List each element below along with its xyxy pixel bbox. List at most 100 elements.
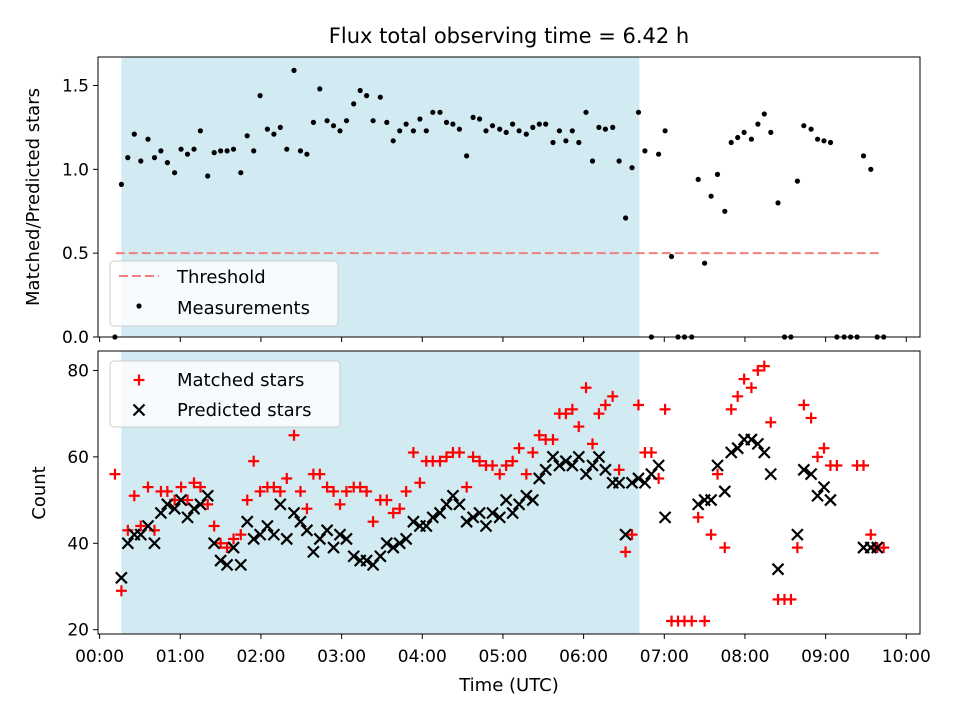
measurement-point: [377, 94, 383, 100]
matched-star-point: [738, 373, 750, 385]
predicted-star-point: [386, 541, 400, 554]
predicted-star-point: [307, 545, 320, 559]
matched-star-point: [527, 447, 539, 459]
predicted-star-point: [520, 489, 533, 503]
matched-star-point: [732, 390, 744, 402]
measurement-point: [576, 139, 582, 146]
predicted-star-point: [526, 493, 540, 507]
measurement-point: [543, 121, 549, 127]
x-tick-label: 01:00: [156, 647, 205, 667]
matched-star-point: [712, 468, 724, 480]
measurement-point: [230, 146, 237, 152]
matched-star-point: [440, 451, 452, 463]
matched-star-point: [407, 447, 419, 459]
predicted-star-point: [579, 467, 593, 481]
predicted-star-point: [652, 459, 665, 472]
predicted-star-point: [121, 536, 135, 550]
matched-star-point: [128, 490, 140, 502]
x-tick-label: 04:00: [398, 647, 447, 667]
predicted-star-point: [479, 519, 493, 533]
measurement-point: [497, 126, 503, 132]
matched-star-point: [613, 464, 625, 476]
measurement-point: [118, 181, 124, 187]
predicted-star-point: [294, 515, 307, 528]
measurement-point: [761, 111, 767, 117]
matched-star-point: [865, 529, 877, 541]
matched-star-point: [507, 455, 519, 467]
matched-star-point: [188, 477, 200, 489]
matched-star-point: [593, 408, 605, 420]
x-tick-label: 03:00: [317, 647, 366, 667]
measurement-point: [530, 124, 536, 130]
predicted-star-point: [320, 524, 334, 537]
predicted-star-point: [247, 532, 260, 546]
predicted-star-point: [187, 502, 201, 515]
predicted-star-point: [300, 524, 314, 537]
matched-star-point: [705, 529, 717, 541]
predicted-star-point: [619, 528, 632, 541]
measurement-point: [244, 133, 250, 139]
matched-star-point: [228, 533, 240, 545]
matched-star-point: [241, 494, 253, 506]
matched-star-point: [474, 455, 486, 467]
count-y-ticks: 20 40 60 80: [67, 361, 98, 641]
predicted-star-point: [227, 541, 240, 554]
matched-star-point: [520, 468, 532, 480]
matched-star-point: [208, 520, 220, 532]
x-tick-label: 10:00: [882, 647, 931, 667]
matched-star-point: [248, 455, 260, 467]
measurement-point: [596, 124, 602, 130]
predicted-star-point: [811, 489, 824, 503]
predicted-star-point: [599, 463, 612, 477]
measurement-point: [821, 138, 827, 144]
matched-star-point: [580, 382, 592, 394]
predicted-star-point: [532, 472, 546, 485]
predicted-star-point: [399, 532, 413, 546]
legend-predicted-label: Predicted stars: [177, 400, 311, 421]
matched-star-point: [294, 485, 306, 497]
predicted-star-point: [261, 519, 274, 533]
predicted-star-point: [174, 493, 188, 507]
predicted-star-point: [572, 450, 586, 464]
matched-star-point: [301, 503, 313, 515]
predicted-star-point: [201, 489, 214, 503]
matched-star-point: [161, 485, 173, 497]
measurement-point: [801, 123, 807, 129]
measurement-point: [211, 150, 217, 156]
measurement-point: [131, 131, 137, 137]
measurement-point: [662, 128, 668, 134]
measurement-point: [370, 118, 376, 124]
measurement-point: [589, 158, 596, 164]
matched-star-point: [566, 403, 578, 415]
matched-star-point: [798, 399, 810, 411]
matched-star-point: [858, 459, 870, 471]
matched-star-point: [692, 511, 704, 523]
measurement-point: [390, 138, 396, 144]
measurement-point: [291, 67, 297, 73]
matched-star-point: [878, 542, 890, 554]
matched-star-point: [486, 459, 498, 471]
matched-star-point: [659, 403, 671, 415]
predicted-star-point: [148, 536, 161, 550]
measurement-point: [384, 119, 390, 125]
measurement-point: [430, 109, 436, 115]
matched-star-point: [632, 399, 644, 411]
predicted-star-point: [214, 554, 227, 567]
measurement-point: [668, 253, 675, 260]
y-tick-label: 1.5: [62, 77, 89, 97]
y-tick-label: 1.0: [62, 160, 89, 180]
matched-star-point: [314, 468, 326, 480]
measurement-point: [610, 124, 616, 130]
predicted-star-point: [234, 558, 248, 572]
matched-star-point: [202, 498, 214, 510]
ratio-panel-frame: [97, 56, 921, 338]
measurement-point: [297, 148, 304, 154]
predicted-star-point: [115, 571, 128, 585]
matched-star-point: [434, 455, 446, 467]
measurement-point: [516, 128, 522, 134]
predicted-star-point: [181, 511, 194, 524]
predicted-star-point: [791, 528, 804, 541]
ratio-panel: 0.0 0.5 1.0 1.5 Matched/Predicted stars Thr…: [23, 56, 921, 348]
matched-star-point: [115, 585, 127, 597]
